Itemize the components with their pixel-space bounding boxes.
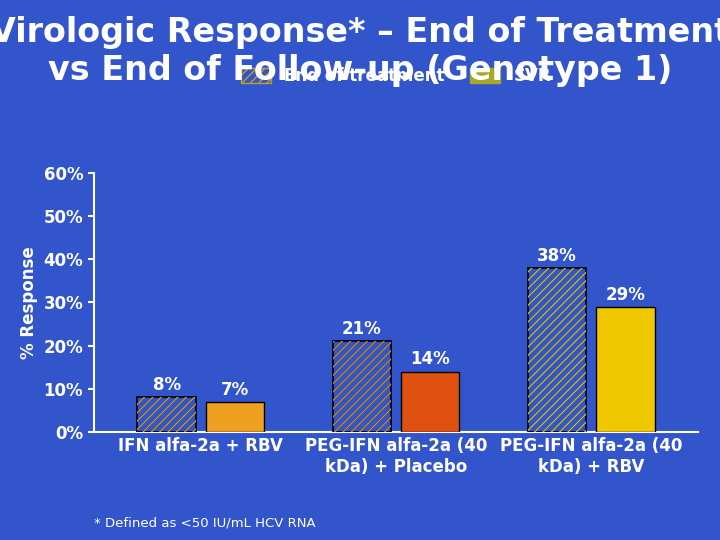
Bar [596,307,654,432]
Bar [333,341,391,432]
Text: 8%: 8% [153,376,181,394]
Text: 14%: 14% [410,350,450,368]
Y-axis label: % Response: % Response [20,246,38,359]
Text: 7%: 7% [221,381,249,399]
Text: 21%: 21% [342,320,382,338]
Bar [333,341,391,432]
Bar [401,372,459,432]
Bar [138,397,196,432]
Bar [528,268,586,432]
Text: 29%: 29% [606,286,645,303]
Text: 38%: 38% [537,247,577,265]
Text: Virologic Response* – End of Treatment
vs End of Follow-up (Genotype 1): Virologic Response* – End of Treatment v… [0,16,720,87]
Bar [206,402,264,432]
Legend: End of treatment, SVR: End of treatment, SVR [241,67,551,85]
Bar [528,268,586,432]
Text: * Defined as <50 IU/mL HCV RNA: * Defined as <50 IU/mL HCV RNA [94,516,315,529]
Bar [138,397,196,432]
